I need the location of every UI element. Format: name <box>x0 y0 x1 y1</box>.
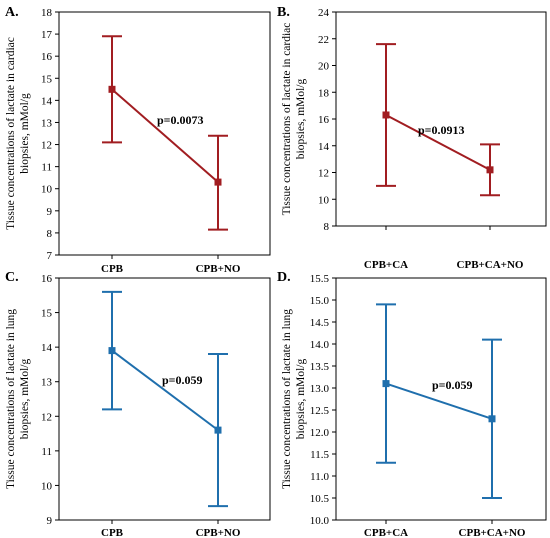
mean-marker <box>214 178 222 186</box>
y-tick-label: 10.5 <box>310 493 330 505</box>
y-tick-label: 10 <box>41 480 53 492</box>
mean-marker <box>488 415 496 423</box>
p-value-annotation: p=0.059 <box>162 373 203 387</box>
y-tick-label: 13.0 <box>310 383 330 395</box>
y-tick-label: 16 <box>41 51 53 63</box>
mean-marker <box>382 111 390 119</box>
panel-letter: C. <box>5 270 19 285</box>
y-tick-label: 8 <box>47 228 53 240</box>
category-label: CPB <box>101 527 124 538</box>
category-label: CPB+CA <box>364 259 408 271</box>
y-tick-label: 10 <box>41 184 53 196</box>
y-axis-label-line: Tissue concentrations of lactate in card… <box>281 23 293 216</box>
y-tick-label: 12 <box>41 411 52 423</box>
mean-marker <box>108 85 116 93</box>
y-axis-label: Tissue concentrations of lactate in card… <box>281 23 307 216</box>
y-tick-label: 11 <box>41 162 52 174</box>
y-tick-label: 12.0 <box>310 427 330 439</box>
mean-marker <box>486 166 494 174</box>
p-value-annotation: p=0.0073 <box>157 113 204 127</box>
y-tick-label: 14.5 <box>310 317 330 329</box>
y-tick-label: 18 <box>41 7 53 19</box>
mean-connector-line <box>111 88 219 183</box>
y-tick-label: 18 <box>318 87 330 99</box>
mean-marker <box>108 347 116 355</box>
y-tick-label: 10 <box>318 194 330 206</box>
category-label: CPB+CA+NO <box>457 259 524 271</box>
panel-3: 9 10 11 12 13 14 15 16 CPB CPB+NO C. Tissue concent… <box>5 270 271 538</box>
y-tick-label: 11.0 <box>310 471 329 483</box>
y-tick-label: 10.0 <box>310 515 330 527</box>
y-tick-label: 20 <box>318 61 330 73</box>
y-tick-label: 13 <box>41 377 53 389</box>
panel-4: 10.0 10.5 11.0 11.5 12.0 12.5 13.0 13.5 14.0 14.5… <box>277 270 547 538</box>
category-label: CPB <box>101 263 124 275</box>
plot-frame <box>58 11 271 256</box>
y-tick-label: 15 <box>41 308 53 320</box>
y-tick-label: 7 <box>47 250 53 262</box>
category-label: CPB+NO <box>196 263 241 275</box>
y-tick-label: 24 <box>318 7 330 19</box>
y-tick-label: 14 <box>41 342 53 354</box>
panel-letter: B. <box>277 5 290 20</box>
y-tick-label: 14 <box>41 95 53 107</box>
mean-marker <box>214 426 222 434</box>
mean-marker <box>382 380 390 388</box>
y-tick-label: 8 <box>324 221 330 233</box>
y-tick-label: 15 <box>41 73 53 85</box>
plot-frame <box>58 277 271 521</box>
mean-connector-line <box>385 382 493 420</box>
y-tick-label: 9 <box>47 515 53 527</box>
y-tick-label: 22 <box>318 34 329 46</box>
y-tick-label: 14 <box>318 141 330 153</box>
y-tick-label: 11 <box>41 446 52 458</box>
category-label: CPB+NO <box>196 527 241 538</box>
mean-connector-line <box>111 349 219 431</box>
y-axis-label: Tissue concentrations of lactate in lung… <box>281 309 307 489</box>
panel-2: 8 10 12 14 16 18 20 22 24 CPB+CA CPB+CA+NO B. Tissue… <box>277 5 547 271</box>
y-axis-label-line: biopsies, mMol/g <box>295 359 307 440</box>
panel-letter: D. <box>277 270 291 285</box>
y-axis-label-line: Tissue concentrations of lactate in card… <box>5 37 17 230</box>
y-tick-label: 12.5 <box>310 405 330 417</box>
y-axis-label-line: biopsies, mMol/g <box>19 93 31 174</box>
plot-frame <box>335 277 547 521</box>
y-tick-label: 11.5 <box>310 449 329 461</box>
y-tick-label: 13 <box>41 117 53 129</box>
y-axis-label-line: Tissue concentrations of lactate in lung <box>281 309 293 489</box>
y-tick-label: 12 <box>318 168 329 180</box>
p-value-annotation: p=0.0913 <box>418 123 465 137</box>
y-tick-label: 15.5 <box>310 273 330 285</box>
y-tick-label: 9 <box>47 206 53 218</box>
p-value-annotation: p=0.059 <box>432 378 473 392</box>
y-tick-label: 15.0 <box>310 295 330 307</box>
mean-connector-line <box>385 114 491 171</box>
plot-frame <box>335 11 547 227</box>
y-tick-label: 16 <box>41 273 53 285</box>
y-axis-label-line: Tissue concentrations of lactate in lung <box>5 309 17 489</box>
y-tick-label: 14.0 <box>310 339 330 351</box>
y-tick-label: 16 <box>318 114 330 126</box>
y-axis-label: Tissue concentrations of lactate in lung… <box>5 309 31 489</box>
y-axis-label: Tissue concentrations of lactate in card… <box>5 37 31 230</box>
y-axis-label-line: biopsies, mMol/g <box>19 359 31 440</box>
category-label: CPB+CA+NO <box>459 527 526 538</box>
y-tick-label: 13.5 <box>310 361 330 373</box>
panel-letter: A. <box>5 5 19 20</box>
panel-1: 7 8 9 10 11 12 13 14 15 16 17 18 CPB CPB+NO A. Tissue c… <box>5 5 271 275</box>
y-tick-label: 17 <box>41 29 53 41</box>
y-tick-label: 12 <box>41 140 52 152</box>
category-label: CPB+CA <box>364 527 408 538</box>
y-axis-label-line: biopsies, mMol/g <box>295 79 307 160</box>
